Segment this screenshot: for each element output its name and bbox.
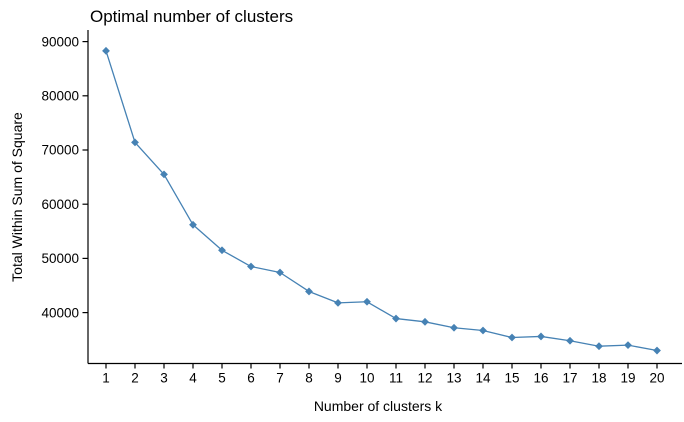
data-point-k6 bbox=[247, 262, 255, 271]
data-point-k3 bbox=[160, 170, 168, 179]
x-axis-label: Number of clusters k bbox=[314, 398, 443, 414]
x-tick-label: 20 bbox=[649, 371, 664, 386]
x-tick-label: 12 bbox=[417, 371, 432, 386]
x-tick-label: 1 bbox=[102, 371, 110, 386]
y-tick-label: 80000 bbox=[41, 89, 79, 104]
y-axis-label: Total Within Sum of Square bbox=[9, 112, 25, 282]
x-tick-label: 19 bbox=[620, 371, 635, 386]
x-tick-label: 9 bbox=[334, 371, 342, 386]
x-tick-label: 6 bbox=[247, 371, 255, 386]
data-point-k1 bbox=[102, 46, 110, 55]
data-point-k2 bbox=[131, 138, 139, 147]
data-point-k18 bbox=[595, 342, 603, 351]
data-point-k16 bbox=[537, 332, 545, 341]
data-point-k10 bbox=[363, 297, 371, 306]
chart-title: Optimal number of clusters bbox=[90, 7, 293, 26]
series-line bbox=[105, 50, 658, 352]
y-tick-label: 40000 bbox=[41, 305, 79, 320]
data-point-k11 bbox=[392, 314, 400, 323]
data-point-k5 bbox=[218, 246, 226, 255]
x-tick-label: 17 bbox=[562, 371, 577, 386]
y-tick-label: 60000 bbox=[41, 197, 79, 212]
x-tick-label: 2 bbox=[131, 371, 139, 386]
data-point-k20 bbox=[653, 346, 661, 355]
data-point-k14 bbox=[479, 326, 487, 335]
data-point-k13 bbox=[450, 323, 458, 332]
x-tick-label: 8 bbox=[305, 371, 313, 386]
x-tick-label: 10 bbox=[359, 371, 374, 386]
x-tick-label: 18 bbox=[591, 371, 606, 386]
data-point-k8 bbox=[305, 287, 313, 296]
data-point-k12 bbox=[421, 317, 429, 326]
y-tick-label: 50000 bbox=[41, 251, 79, 266]
x-tick-label: 16 bbox=[533, 371, 548, 386]
data-point-k15 bbox=[508, 333, 516, 342]
data-point-k4 bbox=[189, 220, 197, 229]
x-tick-label: 3 bbox=[160, 371, 168, 386]
x-tick-label: 13 bbox=[446, 371, 461, 386]
data-point-k9 bbox=[334, 298, 342, 307]
x-tick-label: 11 bbox=[389, 371, 403, 386]
x-tick-label: 5 bbox=[218, 371, 226, 386]
y-tick-label: 70000 bbox=[41, 143, 79, 158]
y-tick-label: 90000 bbox=[41, 34, 79, 49]
data-point-k17 bbox=[566, 336, 574, 345]
x-tick-label: 14 bbox=[475, 371, 491, 386]
x-tick-label: 15 bbox=[504, 371, 519, 386]
x-tick-label: 4 bbox=[189, 371, 197, 386]
data-point-k7 bbox=[276, 268, 284, 277]
x-tick-label: 7 bbox=[276, 371, 284, 386]
data-point-k19 bbox=[624, 341, 632, 350]
